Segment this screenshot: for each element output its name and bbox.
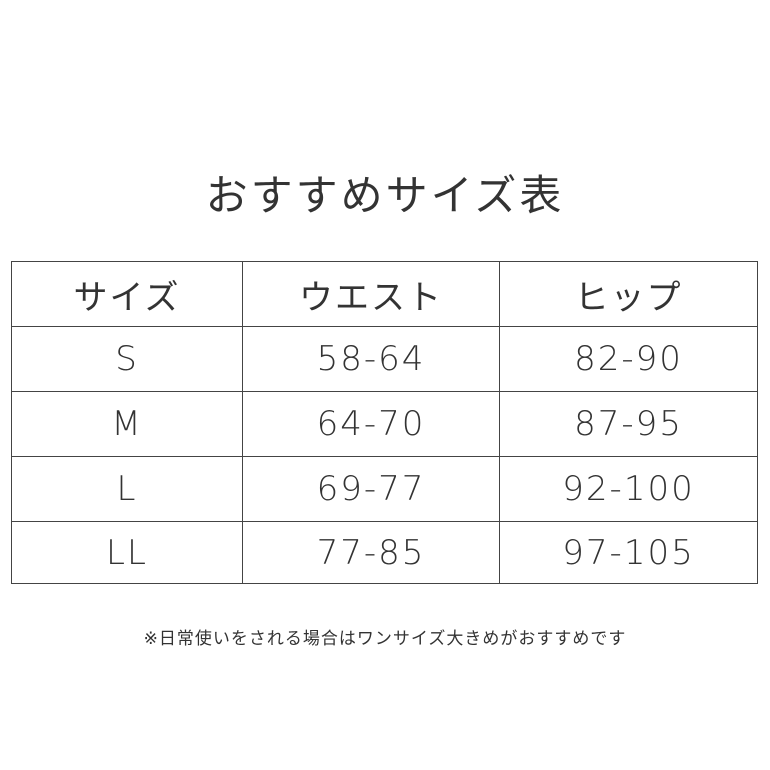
cell-waist: 58-64 (242, 326, 500, 392)
cell-size: L (11, 456, 243, 522)
header-waist: ウエスト (242, 261, 500, 327)
cell-size: S (11, 326, 243, 392)
cell-hip: 87-95 (499, 391, 758, 457)
table-row: LL 77-85 97-105 (11, 521, 758, 584)
size-table: サイズ ウエスト ヒップ S 58-64 82-90 M 64-70 87-95… (11, 261, 758, 584)
cell-waist: 64-70 (242, 391, 500, 457)
cell-hip: 92-100 (499, 456, 758, 522)
table-row: M 64-70 87-95 (11, 391, 758, 457)
cell-hip: 82-90 (499, 326, 758, 392)
cell-hip: 97-105 (499, 521, 758, 584)
cell-waist: 69-77 (242, 456, 500, 522)
cell-waist: 77-85 (242, 521, 500, 584)
table-row: S 58-64 82-90 (11, 326, 758, 392)
table-header-row: サイズ ウエスト ヒップ (11, 261, 758, 327)
page-title: おすすめサイズ表 (205, 171, 565, 220)
cell-size: LL (11, 521, 243, 584)
header-size: サイズ (11, 261, 243, 327)
footnote: ※日常使いをされる場合はワンサイズ大きめがおすすめです (143, 629, 627, 649)
cell-size: M (11, 391, 243, 457)
header-hip: ヒップ (499, 261, 758, 327)
table-row: L 69-77 92-100 (11, 456, 758, 522)
